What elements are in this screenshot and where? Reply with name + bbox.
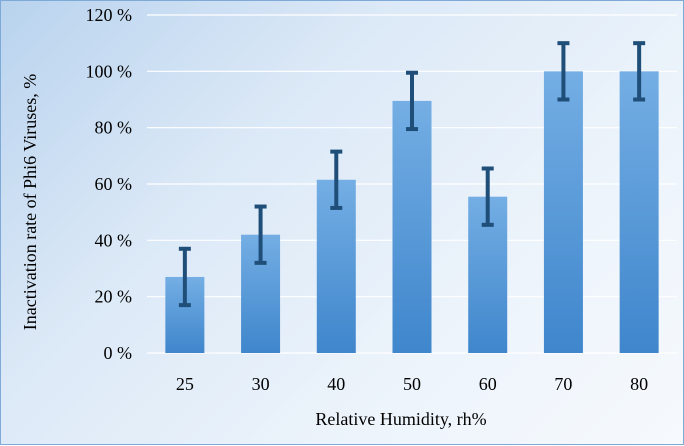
y-tick-label: 0 % xyxy=(104,343,133,363)
x-tick-label: 80 xyxy=(630,374,648,394)
x-tick-label: 25 xyxy=(176,374,194,394)
error-bars xyxy=(178,41,646,308)
y-tick-label: 60 % xyxy=(95,174,133,194)
x-tick-label: 30 xyxy=(252,374,270,394)
y-tick-label: 20 % xyxy=(95,287,133,307)
y-axis-label: Inactivation rate of Phi6 Viruses, % xyxy=(20,74,40,331)
y-axis-ticks: 0 % 20 % 40 % 60 % 80 % 100 % 120 % xyxy=(86,5,133,363)
x-axis-label: Relative Humidity, rh% xyxy=(315,409,486,429)
bar xyxy=(543,71,583,353)
y-tick-label: 120 % xyxy=(86,5,133,25)
x-tick-label: 60 xyxy=(479,374,497,394)
x-axis-ticks: 25 30 40 50 60 70 80 xyxy=(176,374,648,394)
x-tick-label: 40 xyxy=(327,374,345,394)
y-tick-label: 100 % xyxy=(86,61,133,81)
y-tick-label: 80 % xyxy=(95,118,133,138)
bar xyxy=(619,71,659,353)
bar xyxy=(392,100,432,354)
y-tick-label: 40 % xyxy=(95,230,133,250)
x-tick-label: 70 xyxy=(554,374,572,394)
x-tick-label: 50 xyxy=(403,374,421,394)
